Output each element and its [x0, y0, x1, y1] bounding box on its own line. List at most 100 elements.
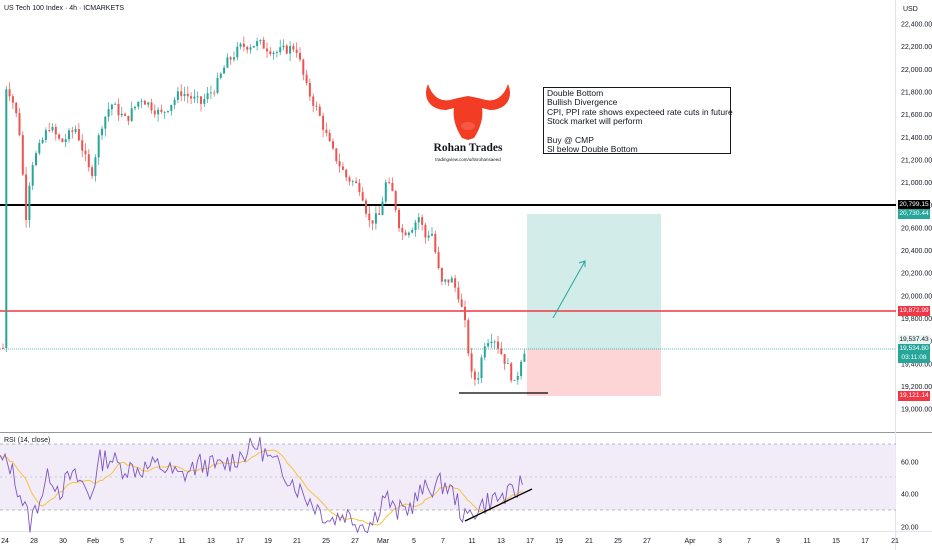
candle-body — [256, 41, 259, 46]
price-tick: 21,800.00 — [901, 89, 932, 96]
price-tick: 21,400.00 — [901, 135, 932, 142]
candle-body — [18, 113, 21, 136]
candle-body — [203, 98, 206, 104]
time-tick: 19 — [555, 538, 563, 545]
candle-body — [487, 343, 490, 347]
candle-body — [272, 52, 275, 55]
candle-body — [114, 103, 117, 105]
candle-body — [520, 361, 523, 376]
candle-body — [305, 74, 308, 83]
time-tick: 17 — [861, 538, 869, 545]
time-tick: 21 — [891, 538, 899, 545]
candle-body — [315, 105, 318, 107]
time-tick: 27 — [643, 538, 651, 545]
candle-body — [289, 46, 292, 54]
candle-body — [147, 102, 150, 105]
candle-body — [190, 96, 193, 99]
time-tick: 19 — [264, 538, 272, 545]
price-tick: 22,400.00 — [901, 22, 932, 29]
candle-body — [467, 320, 470, 354]
candle-body — [328, 132, 331, 142]
candle-body — [434, 233, 437, 253]
candle-body — [48, 130, 51, 131]
candle-body — [444, 279, 447, 282]
candle-body — [186, 93, 189, 97]
price-tick: 19,000.00 — [901, 407, 932, 414]
note-line: Stock market will perform — [547, 116, 643, 127]
rsi-tick: 60.00 — [901, 460, 919, 467]
note-line: Buy @ CMP — [547, 134, 594, 145]
candle-body — [176, 91, 179, 100]
candle-body — [226, 57, 229, 68]
rsi-line[interactable] — [0, 437, 523, 534]
price-tick: 19,800.00 — [901, 316, 932, 323]
candle-body — [216, 77, 219, 93]
projection-arrow[interactable] — [552, 260, 586, 319]
time-tick: 17 — [526, 538, 534, 545]
candle-body — [58, 134, 61, 139]
candle-body — [223, 67, 226, 74]
candle-body — [97, 135, 100, 158]
candle-body — [308, 82, 311, 97]
candle-body — [510, 363, 513, 381]
candle-body — [239, 43, 242, 47]
bid-tag: 19,534.80 — [898, 344, 930, 354]
rsi-tick: 40.00 — [901, 492, 919, 499]
note-line: Double Bottom — [547, 88, 604, 98]
candle-body — [124, 113, 127, 116]
time-tick: 3 — [718, 538, 722, 545]
target-zone[interactable] — [527, 214, 661, 349]
price-tick: 20,200.00 — [901, 271, 932, 278]
rsi-axis[interactable]: 60.00 40.00 20.00 — [901, 460, 919, 532]
candle-body — [440, 268, 443, 282]
candle-body — [206, 93, 209, 99]
candle-body — [450, 278, 453, 283]
time-tick: 24 — [1, 538, 9, 545]
time-tick: 30 — [59, 538, 67, 545]
candle-body — [480, 357, 483, 379]
candle-body — [427, 235, 430, 238]
candle-body — [421, 217, 424, 225]
candle-body — [229, 57, 232, 60]
candle-body — [506, 363, 509, 365]
candle-body — [110, 104, 113, 110]
time-tick: 15 — [832, 538, 840, 545]
trade-note[interactable]: Double Bottom Bullish Divergence CPI, PP… — [543, 87, 733, 154]
price-tick: 21,600.00 — [901, 112, 932, 119]
time-tick: 28 — [30, 538, 38, 545]
candle-body — [120, 113, 123, 116]
candle-body — [516, 375, 519, 380]
candle-body — [407, 232, 410, 236]
candle-body — [348, 177, 351, 182]
candle-body — [35, 153, 37, 166]
candle-body — [183, 93, 186, 96]
candle-body — [107, 109, 110, 117]
time-tick: 25 — [614, 538, 622, 545]
candles-group[interactable] — [2, 36, 526, 386]
stop-zone[interactable] — [527, 349, 661, 396]
time-tick: 7 — [149, 538, 153, 545]
price-tick: 22,000.00 — [901, 67, 932, 74]
rsi-divergence-line[interactable] — [464, 488, 533, 522]
currency-label: USD — [903, 6, 918, 13]
price-tick: 22,200.00 — [901, 44, 932, 51]
candle-body — [325, 129, 328, 133]
time-axis[interactable]: 24 28 30 Feb 5 7 11 13 17 19 21 25 27 Mar 5 7 11 13 17 19 21… — [1, 538, 899, 545]
candle-body — [137, 101, 140, 107]
candle-body — [302, 59, 305, 75]
candle-body — [473, 371, 476, 380]
candle-body — [299, 52, 301, 60]
candle-body — [384, 182, 387, 202]
candle-body — [497, 341, 499, 349]
candle-body — [431, 233, 433, 236]
black-line-tag: 20,799.15 — [898, 200, 930, 210]
candle-body — [381, 201, 384, 215]
candle-body — [28, 185, 31, 221]
candle-body — [242, 43, 245, 47]
candle-body — [196, 96, 199, 98]
candle-body — [150, 102, 153, 111]
candle-body — [398, 209, 400, 229]
candle-body — [464, 306, 466, 321]
candle-body — [68, 130, 70, 140]
